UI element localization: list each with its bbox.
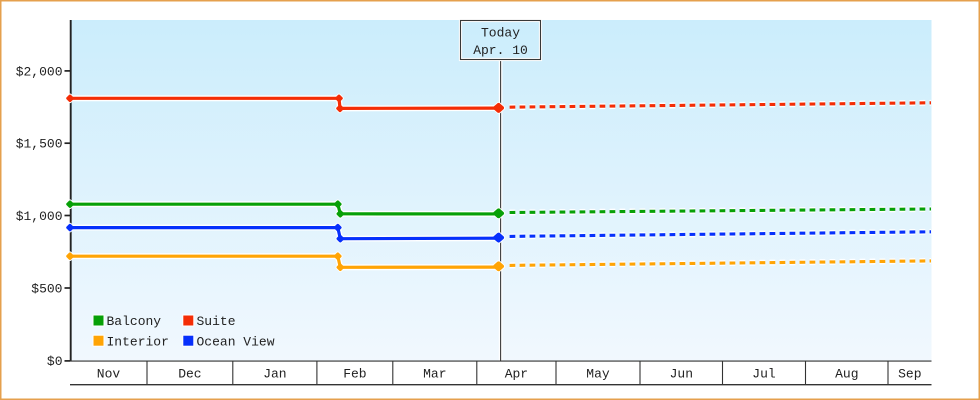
svg-text:$1,500: $1,500	[16, 137, 63, 152]
svg-text:Dec: Dec	[178, 366, 201, 381]
svg-text:$0: $0	[47, 354, 63, 369]
svg-text:Interior: Interior	[107, 334, 169, 349]
svg-text:May: May	[586, 366, 610, 381]
svg-text:Jun: Jun	[670, 366, 693, 381]
svg-text:Suite: Suite	[197, 314, 236, 329]
svg-text:Apr. 10: Apr. 10	[473, 43, 528, 58]
svg-text:$1,000: $1,000	[16, 209, 63, 224]
svg-text:Feb: Feb	[343, 366, 366, 381]
svg-text:Jul: Jul	[752, 366, 776, 381]
svg-text:Aug: Aug	[835, 366, 858, 381]
svg-text:Apr: Apr	[505, 366, 528, 381]
svg-text:Sep: Sep	[898, 366, 921, 381]
svg-text:$500: $500	[31, 281, 62, 296]
svg-text:Ocean View: Ocean View	[197, 334, 275, 349]
svg-text:$2,000: $2,000	[16, 64, 63, 79]
svg-text:Balcony: Balcony	[107, 314, 162, 329]
svg-text:Mar: Mar	[423, 366, 446, 381]
svg-text:Today: Today	[481, 26, 520, 41]
svg-text:Jan: Jan	[263, 366, 286, 381]
svg-text:Nov: Nov	[97, 366, 121, 381]
